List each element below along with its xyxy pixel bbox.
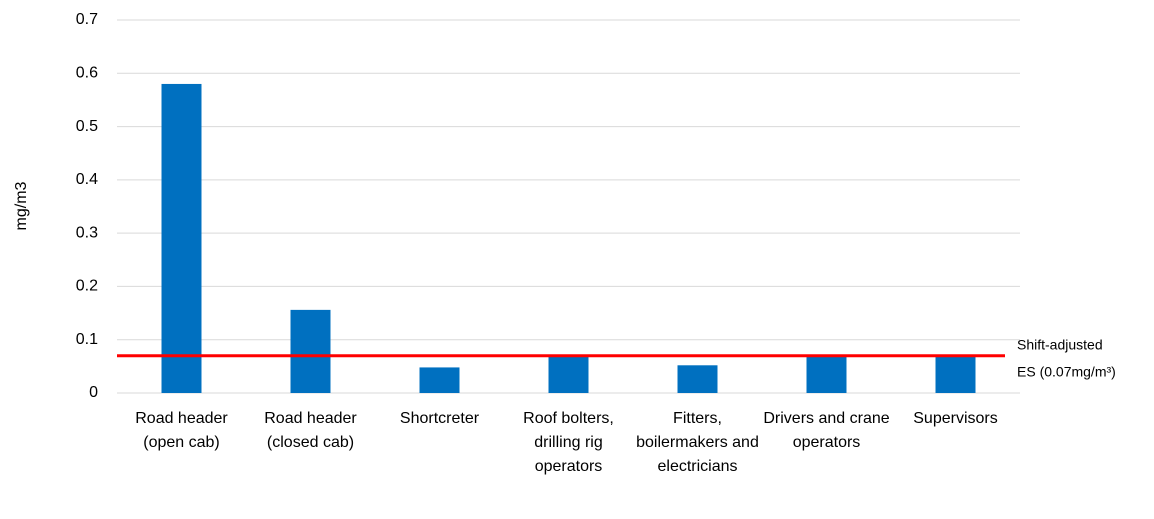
y-tick-label: 0.6 xyxy=(76,65,98,82)
y-tick-label: 0.3 xyxy=(76,224,98,241)
x-tick-label: Road header (closed cab) xyxy=(264,410,357,451)
x-tick-label: Roof bolters, drilling rig operators xyxy=(523,410,614,475)
bar xyxy=(677,365,718,393)
reference-label: ES (0.07mg/m³) xyxy=(1017,364,1116,380)
y-tick-label: 0 xyxy=(89,384,98,401)
bar xyxy=(935,355,976,393)
y-tick-label: 0.5 xyxy=(76,118,98,135)
y-tick-label: 0.7 xyxy=(76,11,98,28)
y-axis-title: mg/m3 xyxy=(13,181,30,230)
bar xyxy=(161,83,202,393)
bar xyxy=(806,354,847,393)
bar xyxy=(419,367,460,393)
x-tick-label: Fitters, boilermakers and electricians xyxy=(636,410,759,475)
x-tick-label: Drivers and crane operators xyxy=(763,410,890,451)
x-tick-label: Road header (open cab) xyxy=(135,410,228,451)
x-tick-label: Shortcreter xyxy=(399,410,480,427)
y-tick-label: 0.4 xyxy=(76,171,98,188)
y-tick-label: 0.1 xyxy=(76,331,98,348)
reference-label: Shift-adjusted xyxy=(1017,337,1103,353)
x-tick-label: Supervisors xyxy=(913,410,998,427)
bar xyxy=(548,354,589,393)
bar xyxy=(290,309,331,393)
y-tick-label: 0.2 xyxy=(76,278,98,295)
